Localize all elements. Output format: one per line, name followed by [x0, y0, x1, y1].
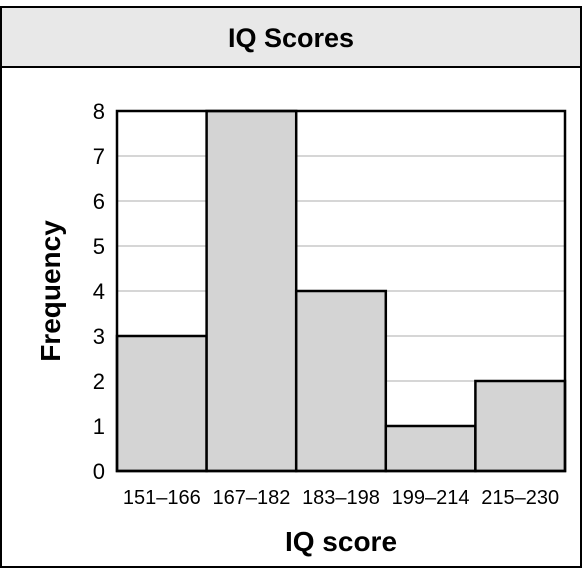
- y-tick-label: 1: [93, 414, 105, 439]
- bar: [205, 109, 298, 473]
- x-tick-label: 215–230: [481, 487, 559, 509]
- plot-frame: [115, 109, 567, 473]
- x-tick-labels: 151–166 167–182 183–198 199–214 215–230: [123, 487, 559, 509]
- bar: [474, 379, 567, 473]
- y-tick-label: 0: [93, 459, 105, 484]
- y-tick-label: 6: [93, 189, 105, 214]
- x-tick-label: 199–214: [392, 487, 470, 509]
- bar: [115, 334, 208, 473]
- bar: [294, 289, 388, 473]
- y-tick-label: 3: [93, 324, 105, 349]
- y-tick-label: 7: [93, 144, 105, 169]
- y-tick-label: 8: [93, 99, 105, 124]
- y-tick-label: 5: [93, 234, 105, 259]
- y-tick-labels: 0 1 2 3 4 5 6 7 8: [93, 99, 105, 484]
- x-axis-title: IQ score: [285, 526, 397, 557]
- x-tick-label: 151–166: [123, 487, 201, 509]
- bar: [384, 424, 477, 473]
- chart-title: IQ Scores: [228, 23, 354, 53]
- title-band: [0, 6, 582, 68]
- y-tick-label: 2: [93, 369, 105, 394]
- x-tick-label: 167–182: [212, 487, 290, 509]
- x-tick-label: 183–198: [302, 487, 380, 509]
- y-tick-label: 4: [93, 279, 105, 304]
- y-axis-title: Frequency: [35, 220, 66, 362]
